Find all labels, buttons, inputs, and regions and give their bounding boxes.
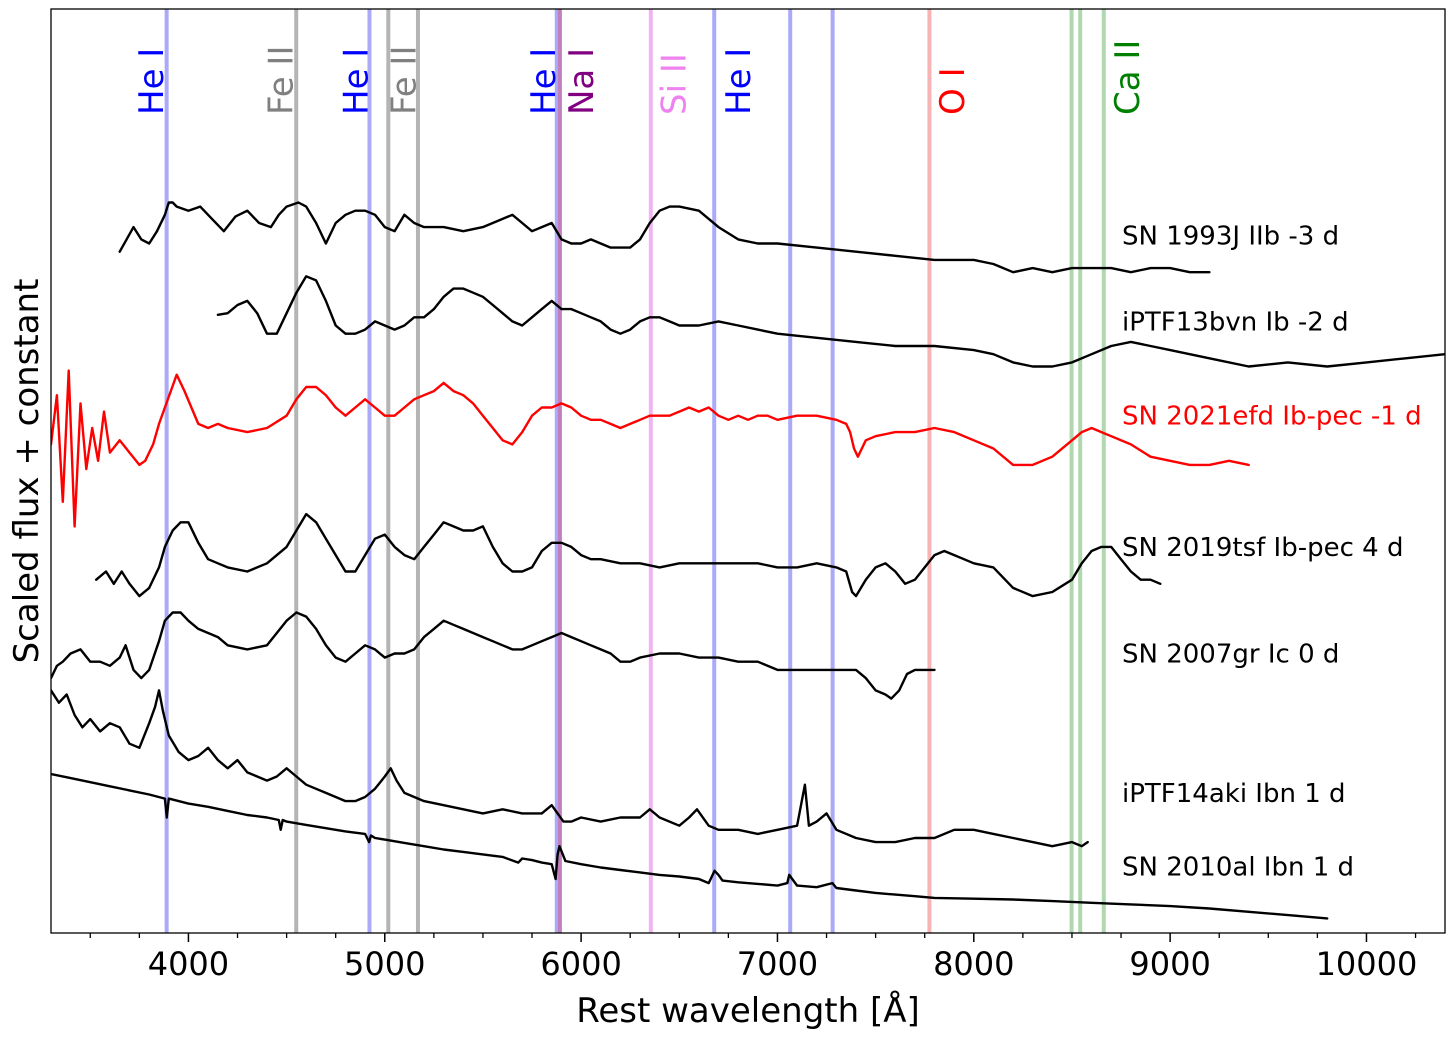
- series-label-4: SN 2019tsf Ib-pec 4 d: [1122, 533, 1403, 563]
- marker-label-5: He I: [524, 48, 564, 115]
- x-tick-label-5000: 5000: [344, 945, 425, 983]
- marker-label-2: Fe II: [262, 46, 302, 115]
- series-line-7: [51, 772, 1329, 920]
- series-line-4: [94, 512, 1162, 598]
- marker-label-9: O I: [933, 67, 973, 115]
- series-line-1: [118, 201, 1211, 274]
- y-axis-label: Scaled flux + constant: [7, 279, 47, 664]
- x-tick-label-4000: 4000: [148, 945, 229, 983]
- series-label-5: SN 2007gr Ic 0 d: [1122, 640, 1339, 670]
- series-line-6: [51, 689, 1089, 848]
- spectra-series: [51, 201, 1445, 920]
- marker-label-3: He I: [336, 48, 376, 115]
- series-line-2: [216, 275, 1445, 368]
- marker-label-7: Si II: [654, 53, 694, 115]
- x-tick-label-9000: 9000: [1129, 945, 1210, 983]
- line-markers: [164, 9, 1106, 933]
- x-tick-label-10000: 10000: [1316, 945, 1418, 983]
- marker-label-1: He I: [132, 48, 172, 115]
- series-label-7: SN 2010al Ibn 1 d: [1122, 853, 1354, 883]
- x-tick-label-8000: 8000: [933, 945, 1014, 983]
- series-line-3: [51, 369, 1250, 528]
- x-tick-label-7000: 7000: [737, 945, 818, 983]
- series-label-6: iPTF14aki Ibn 1 d: [1122, 779, 1346, 809]
- marker-label-6: Na I: [562, 48, 602, 115]
- series-line-5: [51, 611, 936, 700]
- series-labels: SN 1993J IIb -3 d iPTF13bvn Ib -2 d SN 202…: [1122, 221, 1422, 882]
- series-label-2: iPTF13bvn Ib -2 d: [1122, 307, 1349, 337]
- plot-frame: [50, 8, 1446, 934]
- marker-label-10: Ca II: [1108, 40, 1148, 115]
- x-axis: 4000 5000 6000 7000 8000 9000 10000: [89, 933, 1418, 983]
- x-axis-label: Rest wavelength [Å]: [576, 990, 920, 1031]
- series-label-3: SN 2021efd Ib-pec -1 d: [1122, 402, 1422, 432]
- marker-label-8: He I: [719, 48, 759, 115]
- marker-label-4: Fe II: [384, 46, 424, 115]
- series-label-1: SN 1993J IIb -3 d: [1122, 221, 1339, 251]
- x-tick-label-6000: 6000: [540, 945, 621, 983]
